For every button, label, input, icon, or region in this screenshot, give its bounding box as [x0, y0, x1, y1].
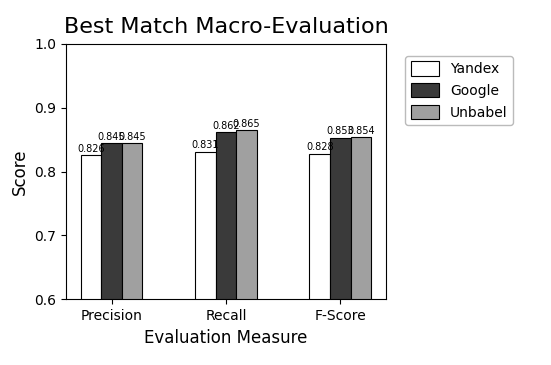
Y-axis label: Score: Score	[11, 148, 29, 195]
Text: 0.865: 0.865	[233, 119, 260, 129]
Bar	[80, 155, 101, 365]
Legend: Yandex, Google, Unbabel: Yandex, Google, Unbabel	[406, 56, 513, 125]
Text: 0.853: 0.853	[327, 126, 354, 137]
Text: 0.854: 0.854	[347, 126, 375, 136]
Bar	[350, 137, 371, 365]
Bar	[330, 138, 350, 365]
Bar	[215, 132, 236, 365]
Text: 0.845: 0.845	[98, 131, 125, 142]
X-axis label: Evaluation Measure: Evaluation Measure	[144, 328, 307, 347]
Bar	[101, 143, 122, 365]
Title: Best Match Macro-Evaluation: Best Match Macro-Evaluation	[63, 17, 388, 37]
Text: 0.826: 0.826	[77, 144, 105, 154]
Text: 0.828: 0.828	[306, 142, 333, 153]
Text: 0.831: 0.831	[192, 141, 219, 150]
Bar	[310, 154, 330, 365]
Bar	[195, 152, 215, 365]
Text: 0.845: 0.845	[118, 131, 146, 142]
Bar	[122, 143, 142, 365]
Bar	[236, 130, 257, 365]
Text: 0.862: 0.862	[212, 121, 240, 131]
